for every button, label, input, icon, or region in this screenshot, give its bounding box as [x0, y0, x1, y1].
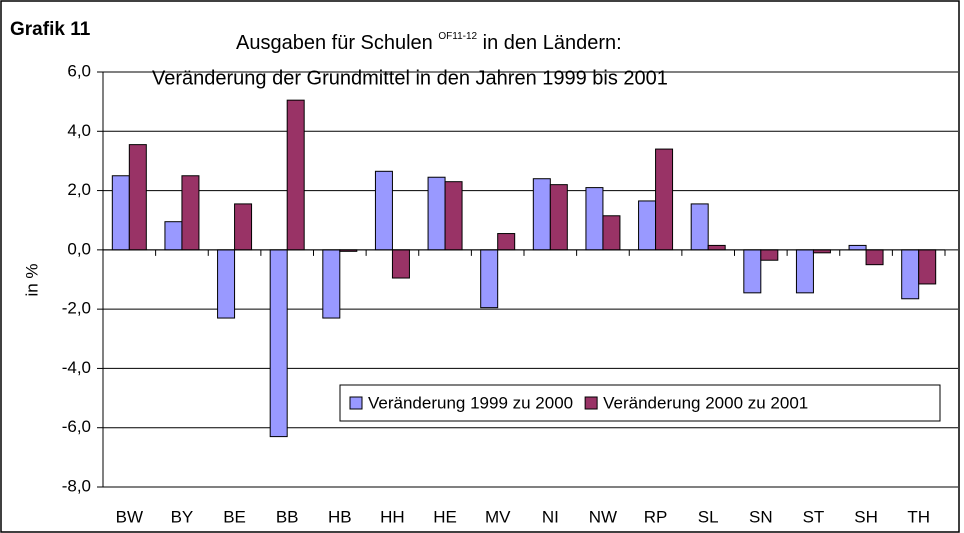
bar [848, 244, 867, 251]
bar [322, 249, 341, 319]
x-tick-label: HB [328, 507, 352, 526]
x-tick-label: BE [223, 507, 246, 526]
bar [602, 215, 621, 251]
bar [181, 175, 200, 251]
bar [217, 249, 236, 319]
bar [690, 203, 709, 251]
bar [638, 200, 657, 251]
x-tick-label: BW [116, 507, 143, 526]
legend-swatch [349, 396, 363, 410]
bar [444, 181, 463, 251]
legend-box [339, 384, 941, 422]
bar [427, 176, 446, 251]
x-tick-label: MV [485, 507, 511, 526]
y-tick-label: -4,0 [62, 358, 91, 377]
x-tick-label: BB [276, 507, 299, 526]
y-tick-label: 4,0 [67, 121, 91, 140]
bar [901, 249, 920, 300]
legend-label: Veränderung 1999 zu 2000 [368, 393, 573, 412]
legend-swatch [584, 396, 598, 410]
bar [549, 184, 568, 251]
y-tick-label: 6,0 [67, 61, 91, 80]
legend: Veränderung 1999 zu 2000 Veränderung 2000… [339, 384, 941, 422]
bar [707, 244, 726, 251]
bar [532, 178, 551, 251]
x-tick-label: BY [171, 507, 194, 526]
bar [374, 170, 393, 251]
legend-label: Veränderung 2000 zu 2001 [603, 393, 808, 412]
title-main: Ausgaben für Schulen [236, 32, 433, 54]
x-tick-label: HH [380, 507, 405, 526]
x-tick-label: TH [907, 507, 930, 526]
bar [585, 187, 604, 251]
bar [391, 249, 410, 279]
bar [164, 221, 183, 251]
x-tick-label: NW [589, 507, 617, 526]
x-tick-label: RP [644, 507, 668, 526]
bar [111, 175, 130, 251]
bar [497, 233, 516, 251]
bar [234, 203, 253, 251]
bar [286, 99, 305, 251]
bar [743, 249, 762, 294]
bar [480, 249, 499, 309]
y-tick-label: -8,0 [62, 476, 91, 495]
x-tick-label: SH [854, 507, 878, 526]
x-tick-label: SL [698, 507, 719, 526]
x-tick-label: SN [749, 507, 773, 526]
y-tick-label: -6,0 [62, 417, 91, 436]
y-axis-label: in % [22, 263, 41, 296]
title-suffix: in den Ländern: [483, 32, 622, 54]
bar [269, 249, 288, 438]
bar [760, 249, 779, 261]
x-tick-label: ST [803, 507, 825, 526]
bar [128, 144, 147, 251]
y-tick-label: 0,0 [67, 239, 91, 258]
y-tick-label: -2,0 [62, 299, 91, 318]
bar [865, 249, 884, 266]
bar [655, 148, 674, 251]
bar [918, 249, 937, 285]
chart-title: Ausgaben für Schulen OF11-12 in den Länd… [236, 24, 622, 54]
title-superscript: OF11-12 [438, 31, 477, 42]
x-tick-label: HE [433, 507, 457, 526]
bar [795, 249, 814, 294]
chart-subtitle: Veränderung der Grundmittel in den Jahre… [152, 67, 668, 89]
chart-label: Grafik 11 [10, 19, 91, 40]
x-tick-label: NI [542, 507, 559, 526]
y-tick-label: 2,0 [67, 180, 91, 199]
